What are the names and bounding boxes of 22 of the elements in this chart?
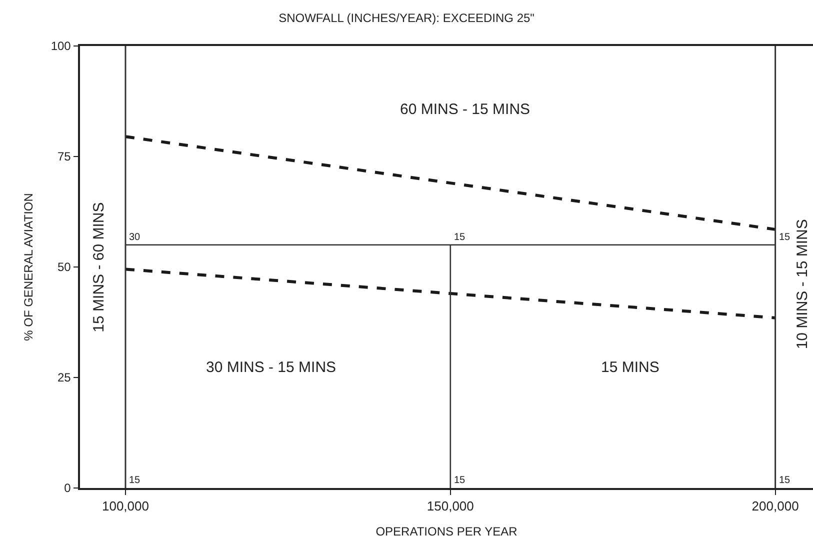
x-tick-label: 100,000	[102, 498, 149, 514]
annotation: 15	[129, 475, 141, 486]
annotation: 10 MINS - 15 MINS	[794, 219, 811, 350]
x-tick-label: 200,000	[752, 498, 799, 514]
annotation: 15	[454, 232, 466, 243]
annotation: 15	[779, 475, 791, 486]
annotation: 15	[454, 475, 466, 486]
annotation: 15 MINS	[601, 359, 660, 376]
annotation: 15 MINS - 60 MINS	[90, 202, 108, 332]
annotation: 15	[779, 232, 791, 243]
x-axis-title: OPERATIONS PER YEAR	[376, 524, 518, 539]
x-tick-label: 150,000	[426, 498, 474, 514]
y-axis-title: % OF GENERAL AVIATION	[22, 193, 36, 341]
annotation: 30 MINS - 15 MINS	[206, 359, 336, 376]
y-tick-label: 100	[50, 39, 72, 54]
chart-title: SNOWFALL (INCHES/YEAR): EXCEEDING 25"	[278, 11, 534, 25]
annotation: 30	[129, 232, 141, 243]
y-tick-label: 0	[64, 481, 72, 496]
y-tick-label: 25	[57, 370, 72, 385]
annotation: 60 MINS - 15 MINS	[400, 101, 530, 118]
y-tick-label: 75	[57, 150, 72, 164]
y-tick-label: 50	[57, 260, 72, 274]
